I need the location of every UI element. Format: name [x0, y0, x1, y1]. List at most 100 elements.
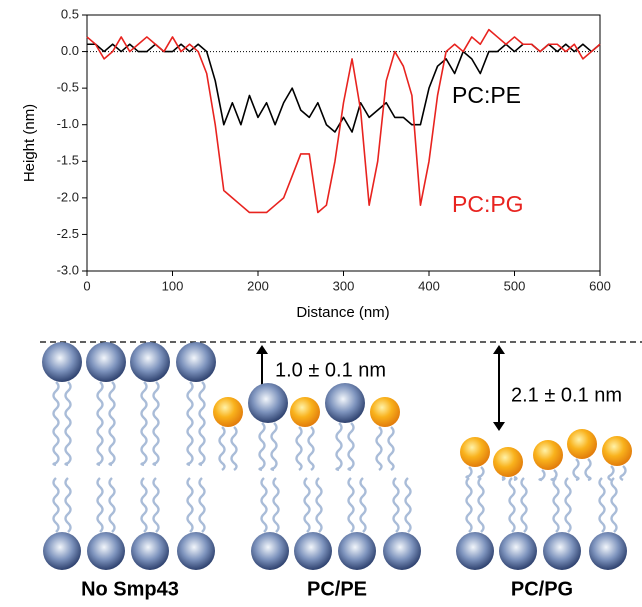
lipid-head [43, 532, 81, 570]
lipid-head [338, 532, 376, 570]
lipid-tail [152, 477, 160, 533]
lipid-tail [108, 477, 116, 533]
lipid-tail [513, 475, 518, 482]
lipid-head [456, 532, 494, 570]
lipid-tail [186, 381, 194, 467]
lipid-tail [477, 477, 485, 533]
lipid-head [86, 342, 126, 382]
lipid-tail [230, 426, 238, 471]
lipid-tail [598, 477, 606, 533]
series-line [86, 28, 601, 214]
lipid-head [602, 436, 632, 466]
lipid-tail [272, 477, 280, 533]
x-tick-label: 0 [83, 278, 90, 293]
x-tick-label: 200 [247, 278, 269, 293]
lipid-tail [359, 477, 367, 533]
lipid-tail [572, 458, 580, 482]
diagram: 1.0 ± 0.1 nm 2.1 ± 0.1 nm No Smp43 PC/PE… [40, 341, 642, 600]
panel-label: PC/PE [307, 578, 367, 600]
lipid-head [251, 532, 289, 570]
lipid-tail [508, 477, 516, 533]
lipid-head [460, 437, 490, 467]
x-tick-label: 500 [504, 278, 526, 293]
legend-label: PC:PG [452, 191, 524, 217]
lipid-tail [465, 477, 473, 533]
x-tick-label: 600 [589, 278, 611, 293]
lipid-head [131, 532, 169, 570]
lipid-tail [198, 477, 206, 533]
gap-label: 2.1 ± 0.1 nm [511, 384, 622, 406]
lipid-tail [387, 426, 395, 471]
x-axis-title: Distance (nm) [296, 304, 389, 321]
y-tick-label: -0.5 [57, 80, 79, 95]
lipid-head [87, 532, 125, 570]
lipid-tail [347, 422, 355, 472]
plot-frame [86, 14, 601, 272]
lipid-tail [52, 477, 60, 533]
lipid-tail [198, 381, 206, 467]
lipid-tail [607, 465, 615, 482]
lipid-tail [315, 477, 323, 533]
lipid-tail [347, 477, 355, 533]
series-line [87, 43, 601, 133]
lipid-head [499, 532, 537, 570]
lipid-head [248, 383, 288, 423]
lipid-tail [538, 469, 546, 482]
lipid-tail [404, 477, 412, 533]
arrowheads [493, 345, 505, 431]
panel-label: PC/PG [511, 578, 573, 600]
lipid-tail [140, 381, 148, 467]
lipid-tail [218, 426, 226, 471]
lipid-tail [619, 465, 627, 482]
panel-label: No Smp43 [81, 578, 179, 600]
lipid-tail [375, 426, 383, 471]
lipid-tail [64, 381, 72, 467]
lipid-tail [564, 477, 572, 533]
lipid-head [176, 342, 216, 382]
lipid-tail [295, 426, 303, 471]
lipid-head [294, 532, 332, 570]
lipid-head [533, 440, 563, 470]
lipid-tail [520, 477, 528, 533]
legend-label: PC:PE [452, 82, 521, 108]
lipid-tail [96, 477, 104, 533]
lipid-head [325, 383, 365, 423]
lipid-head [213, 397, 243, 427]
y-tick-label: -1.0 [57, 116, 79, 131]
lipid-tail [140, 477, 148, 533]
lipid-head [370, 397, 400, 427]
lipid-tail [52, 381, 60, 467]
lipid-tail [477, 466, 485, 480]
lipid-head [493, 447, 523, 477]
lipid-tail [335, 422, 343, 472]
lipid-tail [270, 422, 278, 472]
lipid-tail [303, 477, 311, 533]
lipid-tail [258, 422, 266, 472]
y-tick-label: -2.5 [57, 226, 79, 241]
lipid-tail [96, 381, 104, 467]
lipid-head [290, 397, 320, 427]
lipid-head [589, 532, 627, 570]
y-tick-label: -2.0 [57, 189, 79, 204]
y-tick-label: -1.5 [57, 153, 79, 168]
y-axis-title: Height (nm) [21, 104, 38, 182]
y-tick-label: 0.5 [61, 6, 79, 21]
lipid-tail [610, 477, 618, 533]
lipid-head [42, 342, 82, 382]
lipid-tail [465, 466, 473, 480]
lipid-head [567, 429, 597, 459]
lipid-tail [186, 477, 194, 533]
lipid-tail [307, 426, 315, 471]
lipid-tail [392, 477, 400, 533]
y-tick-label: 0.0 [61, 43, 79, 58]
lipid-tail [584, 458, 592, 482]
lipid-head [383, 532, 421, 570]
gap-label: 1.0 ± 0.1 nm [275, 359, 386, 381]
lipid-head [543, 532, 581, 570]
x-tick-label: 100 [162, 278, 184, 293]
y-tick-label: -3.0 [57, 262, 79, 277]
lipid-tail [108, 381, 116, 467]
lipid-head [177, 532, 215, 570]
lipid-tail [260, 477, 268, 533]
